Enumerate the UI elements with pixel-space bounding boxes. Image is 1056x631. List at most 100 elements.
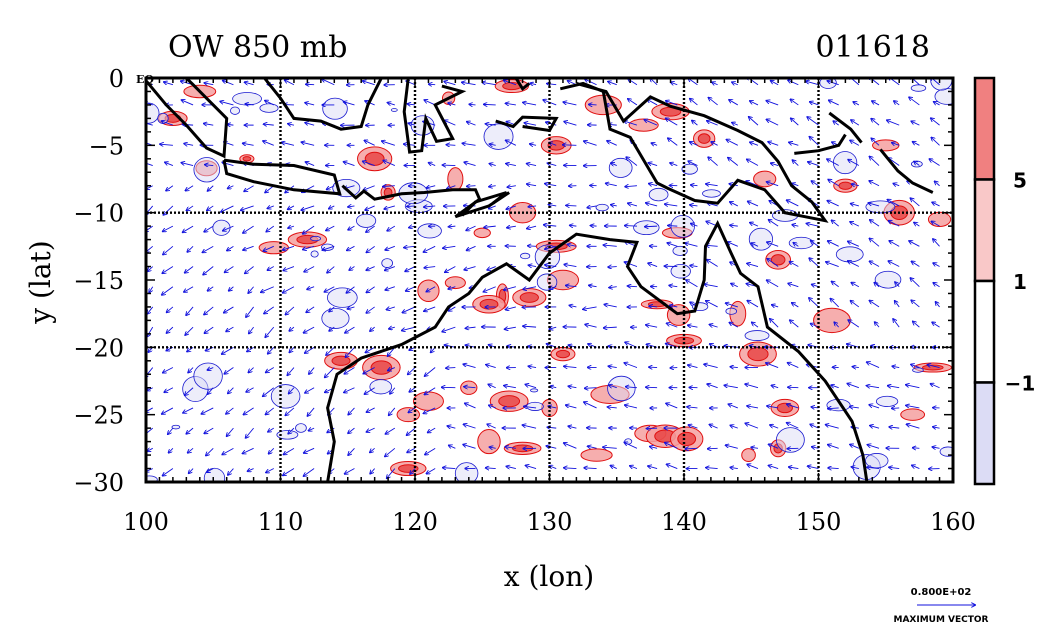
wind-vector [283, 245, 295, 250]
wind-vector [526, 465, 537, 469]
wind-vector [767, 242, 779, 247]
wind-vector [771, 385, 779, 387]
wind-vector [893, 319, 900, 328]
wind-vector [933, 283, 940, 288]
wind-vector [549, 327, 557, 329]
negative-ow-contour [454, 462, 479, 482]
wind-vector [624, 442, 638, 449]
wind-vector [892, 143, 900, 146]
wind-vector [247, 346, 254, 351]
wind-vector [914, 162, 920, 166]
wind-vector [646, 325, 658, 327]
wind-vector [731, 284, 738, 288]
wind-vector [706, 468, 718, 469]
wind-vector [767, 280, 779, 288]
wind-vector [874, 283, 880, 288]
wind-vector [429, 84, 436, 85]
wind-vector [464, 266, 476, 270]
wind-vector [367, 407, 375, 412]
wind-vector [564, 264, 577, 266]
wind-vector [148, 266, 154, 272]
wind-vector [445, 266, 456, 273]
wind-vector [670, 305, 678, 306]
wind-vector [223, 225, 234, 231]
wind-vector [645, 226, 658, 227]
wind-vector [449, 306, 456, 311]
wind-vector [770, 319, 779, 328]
wind-vector [164, 82, 174, 85]
wind-vector [189, 468, 194, 474]
wind-vector [164, 387, 174, 393]
negative-ow-contour [648, 187, 669, 202]
wind-vector [851, 301, 860, 308]
wind-vector [787, 404, 799, 409]
positive-ow-contour [258, 241, 289, 255]
wind-vector [287, 367, 295, 376]
y-tick-label: 0 [109, 65, 124, 93]
wind-vector [222, 447, 234, 454]
wind-vector [527, 164, 537, 166]
coastline [794, 133, 847, 155]
wind-vector [867, 445, 880, 449]
wind-vector [530, 83, 537, 84]
wind-vector [832, 220, 839, 227]
wind-vector [747, 464, 759, 469]
wind-vector [931, 118, 940, 126]
wind-vector [186, 427, 194, 434]
wind-vector [750, 142, 759, 146]
coastline [263, 78, 383, 131]
wind-vector [869, 78, 880, 86]
colorbar-level-label: 1 [1013, 270, 1027, 294]
negative-ow-contour [417, 223, 442, 239]
wind-vector [669, 285, 678, 286]
wind-vector [288, 226, 295, 228]
wind-vector [747, 301, 759, 308]
wind-vector [385, 447, 396, 456]
wind-vector [325, 367, 335, 378]
wind-vector [246, 387, 254, 392]
positive-ow-contour [444, 276, 466, 290]
wind-vector [793, 243, 799, 247]
coastline [461, 191, 508, 217]
wind-vector [906, 405, 920, 409]
wind-vector [345, 326, 355, 333]
wind-vector [651, 143, 658, 145]
wind-vector [226, 326, 234, 331]
wind-vector [188, 447, 194, 452]
wind-vector [285, 407, 295, 415]
wind-vector [910, 278, 920, 288]
wind-vector [927, 365, 940, 368]
coastline [495, 115, 559, 133]
wind-vector [305, 103, 315, 105]
vector-legend-caption: MAXIMUM VECTOR [893, 615, 988, 625]
wind-vector [624, 121, 638, 126]
wind-vector [869, 157, 880, 166]
wind-vector [914, 223, 920, 227]
negative-ow-contour [633, 220, 660, 236]
wind-vector [889, 427, 900, 428]
wind-vector [826, 262, 839, 267]
wind-vector [929, 159, 940, 166]
wind-vector [789, 467, 799, 469]
wind-vector [382, 141, 395, 146]
wind-vector [147, 388, 153, 391]
wind-vector [751, 447, 759, 448]
wind-vector [828, 445, 839, 449]
wind-vector [528, 206, 537, 207]
wind-vector [329, 206, 335, 209]
wind-vector [208, 286, 214, 291]
wind-vector [407, 206, 416, 207]
wind-vector [429, 163, 436, 166]
wind-vector [625, 262, 638, 267]
wind-vector [147, 448, 153, 451]
wind-vector [530, 144, 537, 145]
wind-vector [524, 406, 537, 408]
wind-vector [507, 186, 516, 187]
wind-vector [911, 364, 920, 368]
wind-vector [449, 226, 456, 227]
wind-vector [833, 121, 839, 126]
wind-vector [366, 266, 375, 271]
colorbar: 5 1 −1 [973, 76, 1035, 486]
negative-ow-contour [146, 102, 160, 124]
wind-vector [808, 162, 819, 166]
